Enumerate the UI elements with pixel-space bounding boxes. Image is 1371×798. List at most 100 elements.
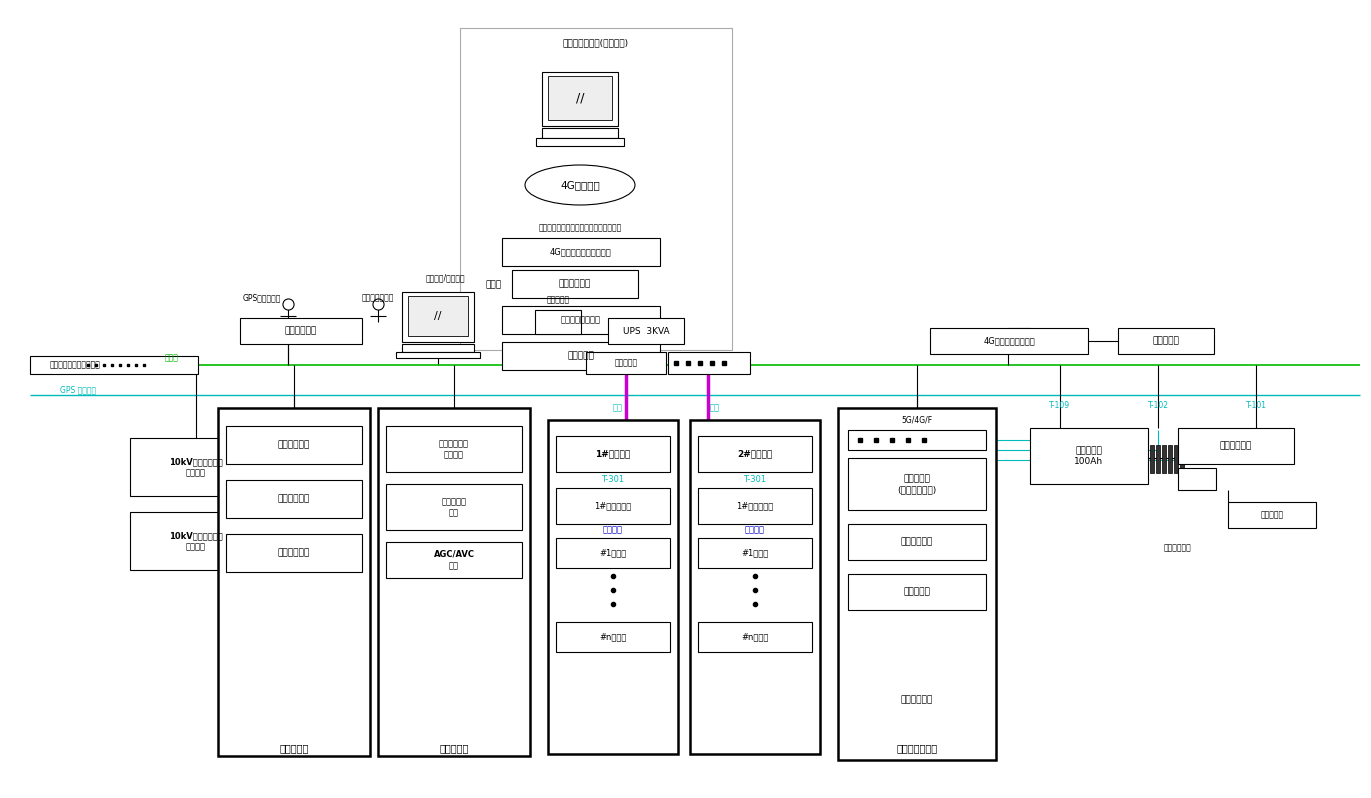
Bar bbox=[849, 458, 986, 510]
Bar bbox=[1168, 445, 1172, 473]
Text: 5G/4G/F: 5G/4G/F bbox=[902, 416, 932, 425]
Bar bbox=[461, 28, 732, 350]
Text: 光伏气调柜: 光伏气调柜 bbox=[1260, 511, 1283, 519]
Bar bbox=[557, 538, 670, 568]
Bar bbox=[698, 622, 812, 652]
Text: 公共测控装置: 公共测控装置 bbox=[278, 440, 310, 449]
Text: T-109: T-109 bbox=[1049, 401, 1071, 410]
Bar bbox=[226, 480, 362, 518]
Bar bbox=[30, 356, 197, 374]
Bar bbox=[226, 426, 362, 464]
Bar bbox=[698, 538, 812, 568]
Text: 多合一: 多合一 bbox=[485, 281, 502, 290]
Text: 故障录列装置: 故障录列装置 bbox=[278, 548, 310, 558]
Bar bbox=[1030, 428, 1148, 484]
Text: T-301: T-301 bbox=[743, 476, 766, 484]
Text: 以太网: 以太网 bbox=[165, 354, 178, 362]
Text: 1#数据采集器: 1#数据采集器 bbox=[595, 501, 632, 511]
Bar bbox=[548, 76, 611, 120]
Bar bbox=[1178, 468, 1216, 490]
Text: 1#箱变测控: 1#箱变测控 bbox=[595, 449, 631, 459]
Bar bbox=[542, 128, 618, 138]
Bar bbox=[542, 72, 618, 126]
Text: 供电公司调度室(指挥中心): 供电公司调度室(指挥中心) bbox=[563, 38, 629, 47]
Bar bbox=[536, 138, 624, 146]
Text: 北斗卫星接收器: 北斗卫星接收器 bbox=[362, 294, 395, 302]
Bar bbox=[930, 328, 1089, 354]
Text: 操作员站/工程师站: 操作员站/工程师站 bbox=[425, 274, 465, 282]
Text: 4G无线电能采集装置: 4G无线电能采集装置 bbox=[983, 337, 1035, 346]
Text: 光伏调频调器: 光伏调频调器 bbox=[1164, 543, 1191, 552]
Bar bbox=[387, 484, 522, 530]
Bar bbox=[130, 438, 262, 496]
Text: T-301: T-301 bbox=[602, 476, 625, 484]
Text: 模拟配置装置: 模拟配置装置 bbox=[559, 279, 591, 289]
Bar bbox=[585, 352, 666, 374]
Text: UPS  3KVA: UPS 3KVA bbox=[622, 326, 669, 335]
Bar bbox=[548, 420, 679, 754]
Text: GPS 网络对时: GPS 网络对时 bbox=[60, 385, 96, 394]
Bar bbox=[387, 542, 522, 578]
Text: 10kV光伏进线保护
测控装置: 10kV光伏进线保护 测控装置 bbox=[169, 457, 223, 477]
Bar bbox=[698, 436, 812, 472]
Bar bbox=[607, 318, 684, 344]
Bar bbox=[240, 318, 362, 344]
Text: 管理板路由器、无线网关、远程数据接口: 管理板路由器、无线网关、远程数据接口 bbox=[539, 223, 621, 232]
Bar bbox=[557, 622, 670, 652]
Bar bbox=[1156, 445, 1160, 473]
Text: T-101: T-101 bbox=[1245, 401, 1267, 410]
Text: 互动服务器: 互动服务器 bbox=[568, 351, 595, 361]
Text: #n逆变器: #n逆变器 bbox=[742, 633, 769, 642]
Bar bbox=[130, 512, 262, 570]
Text: 2#箱变测控: 2#箱变测控 bbox=[738, 449, 773, 459]
Text: 低压柜电能表: 低压柜电能表 bbox=[1220, 441, 1252, 451]
Text: 电力模拟: 电力模拟 bbox=[603, 526, 622, 535]
Bar bbox=[668, 352, 750, 374]
Bar bbox=[838, 408, 995, 760]
Text: 时钟同步装置: 时钟同步装置 bbox=[901, 538, 934, 547]
Text: 环网交换机: 环网交换机 bbox=[903, 587, 931, 596]
Text: 关口变主表: 关口变主表 bbox=[1153, 337, 1179, 346]
Bar bbox=[1228, 502, 1316, 528]
Text: 网络打印机: 网络打印机 bbox=[547, 295, 569, 305]
Bar bbox=[226, 534, 362, 572]
Bar bbox=[502, 238, 659, 266]
Bar bbox=[849, 524, 986, 560]
Text: 远动通信对打柜: 远动通信对打柜 bbox=[897, 743, 938, 753]
Bar bbox=[849, 574, 986, 610]
Text: 4G无线路由器类智能网关: 4G无线路由器类智能网关 bbox=[550, 247, 611, 256]
Bar bbox=[1150, 445, 1154, 473]
Text: T-102: T-102 bbox=[1148, 401, 1168, 410]
Text: #n逆变器: #n逆变器 bbox=[599, 633, 627, 642]
Bar bbox=[690, 420, 820, 754]
Text: 10kV并网出线保护
测控装置: 10kV并网出线保护 测控装置 bbox=[169, 531, 223, 551]
Text: GPS卫星接收器: GPS卫星接收器 bbox=[243, 294, 281, 302]
Text: 电能质量监测: 电能质量监测 bbox=[278, 495, 310, 504]
Text: AGC/AVC
装置: AGC/AVC 装置 bbox=[433, 550, 474, 570]
Text: 活动超低对抗: 活动超低对抗 bbox=[901, 696, 934, 705]
Bar bbox=[1174, 445, 1178, 473]
Bar bbox=[1180, 445, 1185, 473]
Bar bbox=[1163, 445, 1165, 473]
Bar bbox=[849, 430, 986, 450]
Bar bbox=[218, 408, 370, 756]
Bar bbox=[1117, 328, 1213, 354]
Ellipse shape bbox=[525, 165, 635, 205]
Bar bbox=[402, 292, 474, 342]
Text: 光缆: 光缆 bbox=[613, 404, 622, 413]
Text: 防孤岛保护
装置: 防孤岛保护 装置 bbox=[441, 497, 466, 517]
Bar bbox=[535, 310, 581, 334]
Bar bbox=[511, 270, 638, 298]
Bar bbox=[402, 344, 474, 352]
Bar bbox=[409, 296, 468, 336]
Text: 通信管理机
(测控转发装置): 通信管理机 (测控转发装置) bbox=[898, 474, 936, 494]
Bar bbox=[387, 426, 522, 472]
Text: //: // bbox=[576, 92, 584, 105]
Text: #1逆变器: #1逆变器 bbox=[742, 548, 769, 558]
Text: 4G无线网络: 4G无线网络 bbox=[561, 180, 600, 190]
Text: 站端数据采集录播: 站端数据采集录播 bbox=[561, 315, 600, 325]
Bar bbox=[502, 342, 659, 370]
Text: 1#数据采集器: 1#数据采集器 bbox=[736, 501, 773, 511]
Bar bbox=[557, 488, 670, 524]
Text: 光缆: 光缆 bbox=[710, 404, 720, 413]
